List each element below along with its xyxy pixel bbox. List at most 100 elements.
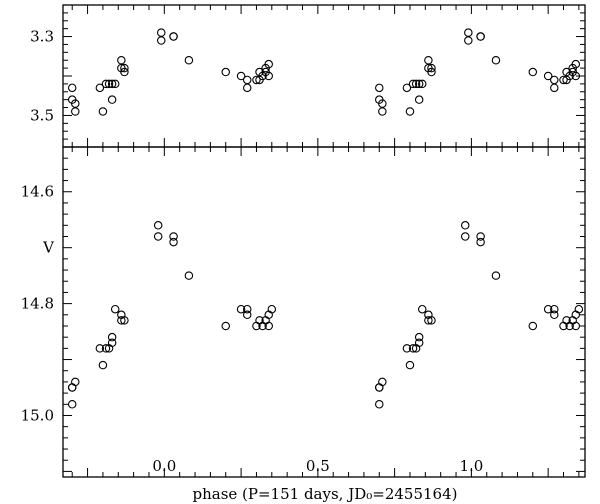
vi-data-point (107, 95, 117, 104)
vi-data-point (571, 71, 581, 81)
vi-data-point (117, 55, 126, 65)
v-data-point (571, 310, 581, 320)
vi-data-point (264, 59, 273, 69)
vi-data-point (264, 71, 273, 81)
vi-ytick-label: 3.5 (30, 106, 54, 124)
vi-data-point (427, 63, 436, 73)
vi-data-point (221, 67, 230, 77)
vi-data-point (543, 71, 553, 81)
v-data-point (236, 304, 246, 314)
vi-data-point (120, 63, 129, 73)
v-data-point (571, 321, 581, 331)
v-data-point (550, 304, 559, 314)
vi-data-point (110, 79, 120, 89)
vi-data-point (414, 95, 424, 104)
vi-data-point (550, 83, 559, 93)
v-data-point (375, 383, 384, 392)
vi-data-point (559, 75, 568, 85)
v-data-point (117, 316, 126, 325)
vi-data-point (402, 83, 412, 93)
v-data-point (264, 321, 273, 331)
v-data-point (120, 316, 129, 325)
v-data-point (153, 221, 163, 230)
vi-data-point (120, 67, 129, 77)
v-data-point (574, 304, 584, 314)
vi-data-point (157, 28, 166, 37)
v-ytick-label: V (42, 239, 55, 257)
vi-data-point (405, 107, 415, 116)
v-ytick-label: 14.6 (21, 183, 54, 201)
vi-data-point (67, 83, 77, 93)
vi-data-point (252, 75, 261, 85)
v-data-point (414, 332, 424, 342)
v-data-point (414, 338, 424, 348)
v-data-point (67, 400, 77, 409)
v-data-point (107, 332, 117, 342)
v-data-point (95, 344, 105, 353)
v-data-point (375, 400, 384, 409)
vi-ytick-label: 3.3 (30, 28, 54, 46)
vi-data-point (476, 32, 485, 41)
x-axis-label: phase (P=151 days, JD₀=2455164) (193, 485, 458, 503)
vi-data-point (242, 75, 252, 85)
v-ytick-label: 14.8 (21, 295, 54, 313)
v-data-point (242, 310, 252, 320)
v-data-point (491, 271, 501, 280)
v-data-point (402, 344, 412, 353)
v-frame (62, 146, 586, 478)
v-data-point (476, 232, 485, 241)
v-data-point (71, 377, 80, 387)
magnitude-panel: 14.6 V 14.8 15.0 0.0 0.5 1.0 (21, 146, 586, 478)
vi-data-point (157, 36, 166, 45)
vi-data-point (550, 75, 559, 85)
vi-data-point (378, 107, 387, 116)
vi-data-point (236, 71, 246, 81)
v-data-point (264, 310, 273, 320)
v-data-point (169, 237, 178, 247)
vi-data-point (71, 107, 80, 116)
vi-data-point (184, 55, 194, 65)
v-data-point (242, 304, 252, 314)
color-index-panel: 3.3 3.5 (30, 4, 586, 148)
vi-data-point (464, 36, 473, 45)
v-data-point (107, 338, 117, 348)
vi-data-point (169, 32, 178, 41)
vi-data-point (418, 79, 427, 89)
vi-frame (62, 4, 586, 148)
vi-data-point (528, 67, 538, 77)
v-data-point (460, 232, 470, 241)
v-data-point (378, 377, 387, 387)
vi-data-point (104, 79, 114, 89)
vi-data-point (242, 83, 252, 93)
v-data-point (221, 321, 230, 331)
vi-data-point (411, 79, 421, 89)
v-data-point (418, 304, 427, 314)
v-data-point (528, 321, 538, 331)
v-data-point (405, 360, 415, 370)
vi-data-point (571, 59, 581, 69)
v-data-point (153, 232, 163, 241)
x-tick-label: 0.0 (152, 457, 176, 475)
vi-data-point (408, 79, 418, 89)
v-data-point (424, 316, 433, 325)
vi-data-point (375, 83, 384, 93)
vi-data-point (101, 79, 111, 89)
v-data-point (460, 221, 470, 230)
v-ytick-label: 15.0 (21, 406, 54, 424)
x-tick-label: 1.0 (459, 457, 483, 475)
v-data-point (169, 232, 178, 241)
v-data-point (550, 310, 559, 320)
v-data-point (110, 304, 120, 314)
vi-data-point (95, 83, 105, 93)
v-data-point (267, 304, 277, 314)
x-tick-label: 0.5 (306, 457, 330, 475)
v-data-point (98, 360, 108, 370)
vi-data-point (424, 55, 433, 65)
v-data-point (408, 344, 418, 353)
v-data-point (427, 316, 436, 325)
v-data-point (543, 304, 553, 314)
v-data-point (476, 237, 485, 247)
vi-data-point (491, 55, 501, 65)
vi-data-point (98, 107, 108, 116)
